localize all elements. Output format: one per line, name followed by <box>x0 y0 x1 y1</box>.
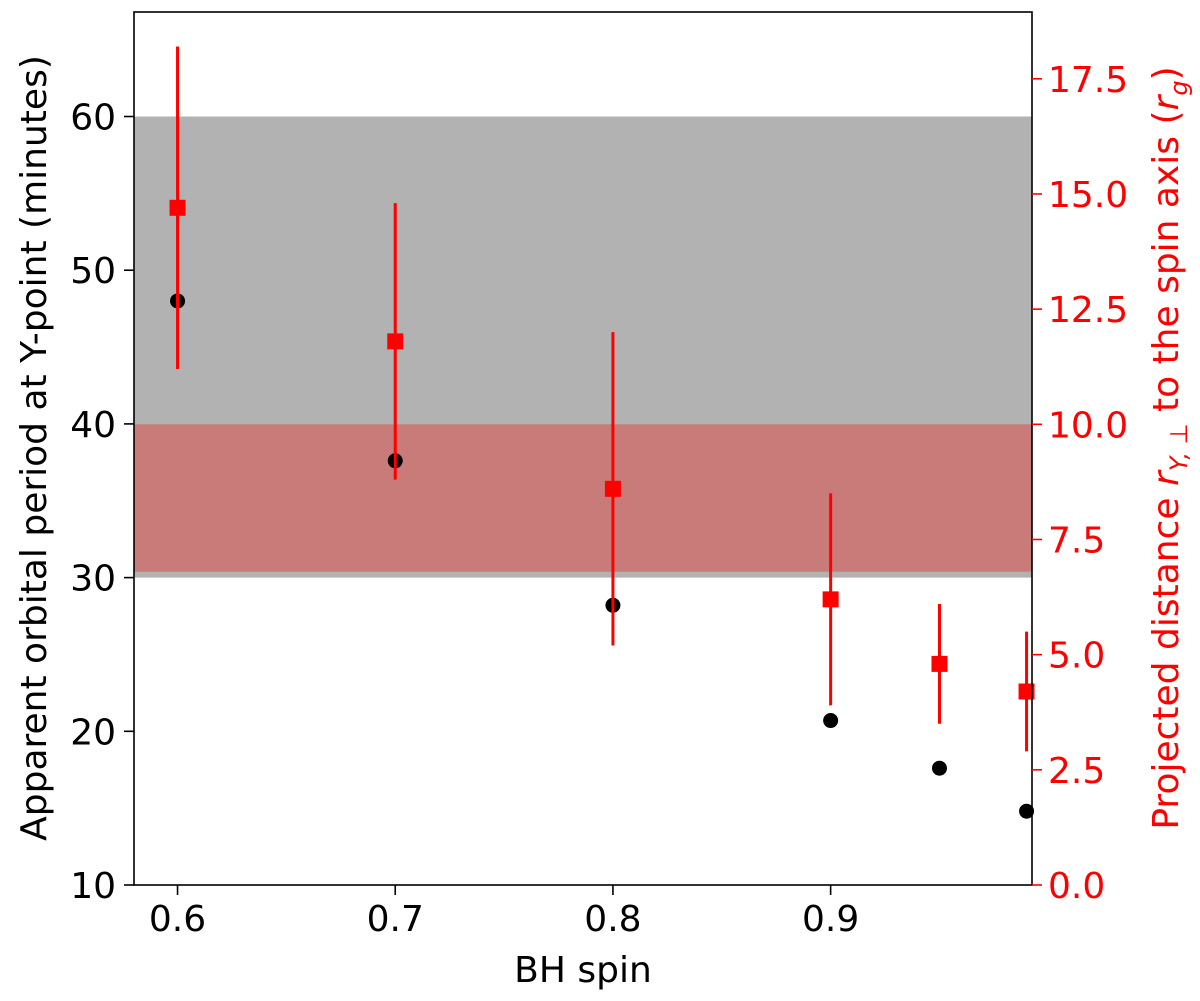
left-y-tick-label: 50 <box>70 251 116 292</box>
x-tick-label: 0.9 <box>802 899 859 940</box>
right-y-tick-label: 12.5 <box>1048 290 1128 331</box>
left-y-tick-label: 60 <box>70 98 116 139</box>
right-y-tick-label: 2.5 <box>1048 751 1105 792</box>
period-point <box>1019 803 1035 819</box>
right-y-tick-label: 10.0 <box>1048 405 1128 446</box>
distance-point <box>931 655 948 672</box>
left-y-tick-label: 10 <box>70 866 116 907</box>
x-tick-label: 0.7 <box>367 899 424 940</box>
red-band <box>134 424 1032 572</box>
period-point <box>823 713 839 729</box>
x-axis: 0.6 0.7 0.8 0.9 <box>149 885 859 940</box>
right-y-axis: 0.0 2.5 5.0 7.5 10.0 12.5 15.0 17.5 <box>1032 60 1128 907</box>
right-y-label-unit-symbol: r <box>1146 93 1187 110</box>
left-y-axis: 10 20 30 40 50 60 <box>70 98 134 907</box>
left-y-axis-label: Apparent orbital period at Y-point (minu… <box>14 55 55 841</box>
right-y-label-symbol: r <box>1146 469 1187 486</box>
right-y-tick-label: 5.0 <box>1048 636 1105 677</box>
x-tick-label: 0.8 <box>584 899 641 940</box>
distance-point <box>604 480 621 497</box>
x-axis-label: BH spin <box>514 950 652 991</box>
right-y-tick-label: 7.5 <box>1048 520 1105 561</box>
right-y-tick-label: 15.0 <box>1048 175 1128 216</box>
left-y-tick-label: 40 <box>70 405 116 446</box>
right-y-label-suffix: to the spin axis ( <box>1146 110 1187 423</box>
right-y-tick-label: 17.5 <box>1048 60 1128 101</box>
plot-frame <box>133 11 1033 886</box>
data-series <box>169 46 1035 819</box>
right-y-tick-label: 0.0 <box>1048 866 1105 907</box>
right-y-label-subscript: Y, ⊥ <box>1165 423 1193 471</box>
right-y-label-unit-subscript: g <box>1165 80 1193 95</box>
left-y-tick-label: 30 <box>70 559 116 600</box>
distance-point <box>822 591 839 608</box>
background-bands <box>134 116 1032 578</box>
right-y-label-close: ) <box>1146 66 1187 80</box>
right-y-label-prefix: Projected distance <box>1146 486 1187 830</box>
distance-point <box>387 333 404 350</box>
left-y-tick-label: 20 <box>70 712 116 753</box>
period-point <box>931 760 947 776</box>
x-tick-label: 0.6 <box>149 899 206 940</box>
distance-point <box>169 199 186 216</box>
distance-point <box>1018 683 1035 700</box>
right-y-axis-label: Projected distance rY, ⊥ to the spin axi… <box>1146 66 1193 829</box>
